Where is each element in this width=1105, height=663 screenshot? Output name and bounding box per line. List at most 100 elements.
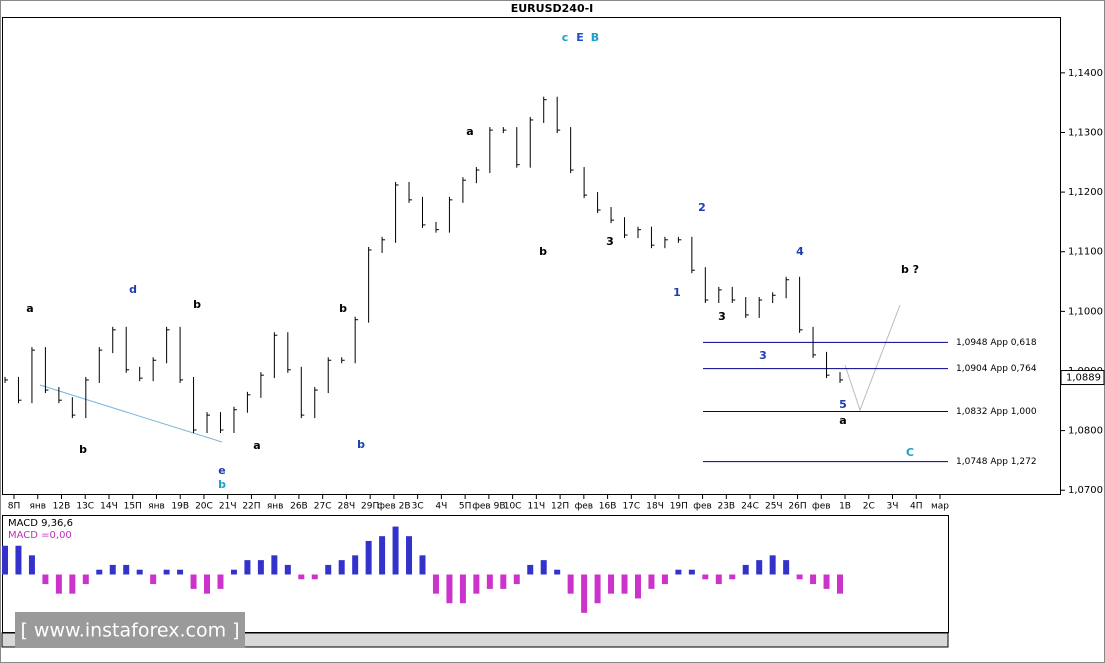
wave-label: a [253,439,260,452]
macd-bar [230,569,237,575]
macd-bar [298,574,305,580]
x-tick-label: 5П [459,502,472,512]
wave-label: 1 [673,286,681,299]
macd-bar [513,574,520,585]
x-tick-label: 10С [504,502,522,512]
x-tick-label: янв [148,502,165,512]
wave-label: b [193,298,201,311]
wave-label: e [218,464,225,477]
wave-label: B [591,31,599,44]
macd-bar [217,574,224,589]
x-tick-label: фев 9В [472,502,505,512]
wave-label: b [357,438,365,451]
macd-bar [284,564,291,575]
x-tick-label: 26П [788,502,806,512]
x-tick-label: 29П [361,502,379,512]
macd-bar [257,560,264,575]
trend-line [39,384,223,443]
x-tick-label: фев 2В [377,502,410,512]
macd-bar [540,560,547,575]
macd-bar [150,574,157,585]
macd-bar [406,536,413,575]
macd-bar [769,555,776,575]
macd-bar [567,574,574,594]
x-tick-label: 19П [670,502,688,512]
x-tick-label: янв [267,502,284,512]
projection [844,304,901,412]
macd-bar [661,574,668,585]
x-tick-label: 4П [910,502,923,512]
fib-label: 1,0948 Арр 0,618 [956,338,1037,348]
y-tick-label: 1,0800 [1068,426,1103,437]
y-tick-label: 1,1400 [1068,68,1103,79]
x-tick-label: 12П [551,502,569,512]
fib-label: 1,0904 Арр 0,764 [956,364,1037,374]
x-tick-label: 3С [412,502,424,512]
macd-bar [177,569,184,575]
macd-bar [69,574,76,594]
macd-bar [352,555,359,575]
macd-bar [123,564,130,575]
wave-label: 2 [698,201,706,214]
macd-bar [190,574,197,589]
macd-bar [379,536,386,575]
macd-bar [783,560,790,575]
macd-bar [15,545,22,575]
macd-bar [621,574,628,594]
macd-bar [365,540,372,575]
wave-label: 3 [606,235,614,248]
y-tick-label: 1,1300 [1068,127,1103,138]
macd-bar [554,569,561,575]
wave-label: 3 [718,310,726,323]
wave-label: b [339,302,347,315]
watermark: [ www.instaforex.com ] [20,620,239,642]
macd-bar [796,574,803,580]
macd-bar [459,574,466,604]
x-tick-label: 8П [8,502,21,512]
wave-label: C [906,446,914,459]
macd-bar [837,574,843,594]
macd-bar [325,564,332,575]
fib-label: 1,0832 Арр 1,000 [956,407,1037,417]
macd-value: MACD =0,00 [8,530,72,541]
wave-label: 5 [839,398,847,411]
macd-bar [756,560,763,575]
wave-label: b [79,443,87,456]
macd-bar [810,574,817,585]
wave-label: c [562,31,569,44]
wave-label: d [129,283,137,296]
macd-bar [500,574,507,589]
x-tick-label: 20С [195,502,213,512]
x-tick-label: 19В [171,502,189,512]
x-tick-label: 22П [242,502,260,512]
x-tick-label: фев [812,502,831,512]
wave-label: 4 [796,245,804,258]
wave-label: a [26,302,33,315]
x-tick-label: 26В [290,502,308,512]
x-tick-label: 13С [76,502,94,512]
x-tick-label: янв [29,502,46,512]
macd-bar [419,555,426,575]
macd-bar [608,574,615,594]
macd-bar [82,574,89,585]
macd-bar [742,564,749,575]
macd-bar [729,574,736,580]
macd-bar [648,574,655,589]
macd-bar [581,574,588,613]
x-tick-label: 3Ч [887,502,899,512]
macd-bar [634,574,641,599]
last-price-label: 1,0889 [1066,373,1101,384]
x-tick-label: 24С [741,502,759,512]
wave-label: a [466,125,473,138]
macd-bar [311,574,318,580]
x-tick-label: 17С [622,502,640,512]
chart-title: EURUSD240-I [511,2,594,15]
macd-bar [392,526,399,575]
fib-label: 1,0748 Арр 1,272 [956,457,1037,467]
macd-bar [55,574,62,594]
wave-label: 3 [759,349,767,362]
macd-bar [204,574,211,594]
macd-bar [527,564,534,575]
